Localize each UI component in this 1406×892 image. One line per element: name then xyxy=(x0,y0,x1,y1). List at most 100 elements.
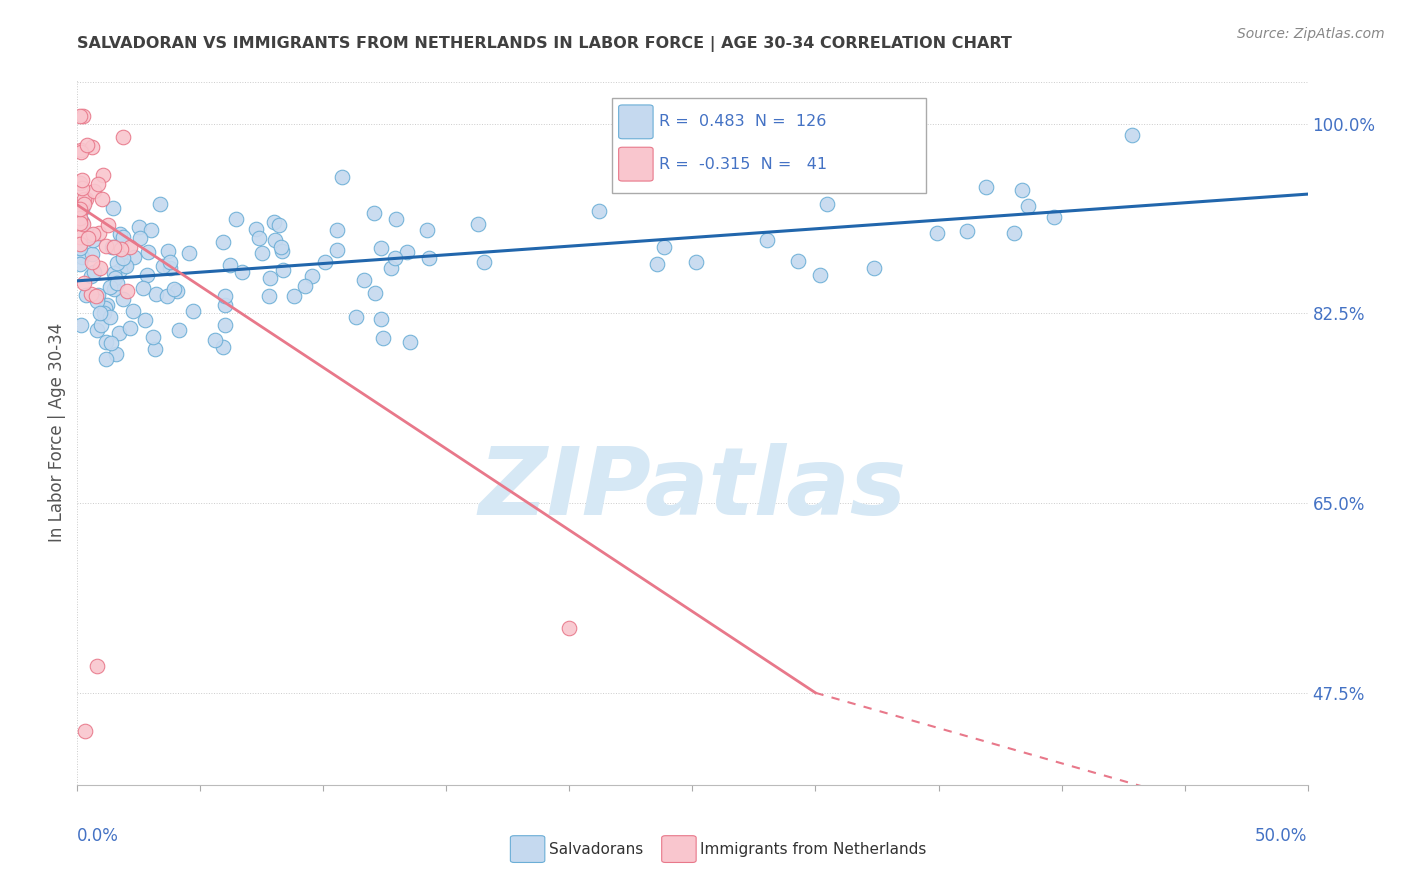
Point xyxy=(472,254,495,268)
Point xyxy=(588,203,610,218)
Point xyxy=(105,346,128,360)
Point xyxy=(214,298,236,312)
Point xyxy=(70,143,93,157)
Point xyxy=(82,139,104,153)
Point xyxy=(132,281,155,295)
Point xyxy=(91,169,114,183)
Point xyxy=(128,219,150,234)
Point xyxy=(370,311,392,326)
Point xyxy=(863,260,886,275)
Point xyxy=(145,287,167,301)
Point xyxy=(89,260,111,275)
Point xyxy=(250,246,273,260)
Point xyxy=(1002,226,1025,240)
Point xyxy=(183,304,205,318)
Point xyxy=(136,268,159,282)
Point xyxy=(1017,199,1039,213)
Point xyxy=(204,334,226,348)
Point xyxy=(70,145,93,159)
Point xyxy=(380,260,402,275)
Point xyxy=(786,253,808,268)
Point xyxy=(115,259,138,273)
Point xyxy=(263,215,285,229)
Point xyxy=(108,263,131,277)
Point xyxy=(76,231,98,245)
Point xyxy=(108,227,131,242)
Point xyxy=(94,335,117,350)
Point xyxy=(86,658,108,673)
Point xyxy=(69,230,91,244)
Point xyxy=(211,340,233,354)
Point xyxy=(97,219,120,233)
Point xyxy=(152,259,174,273)
Point xyxy=(139,223,162,237)
Point xyxy=(301,269,323,284)
Point xyxy=(395,244,418,259)
Point xyxy=(364,286,387,301)
Point xyxy=(69,176,91,190)
Point xyxy=(103,240,125,254)
Point xyxy=(128,231,150,245)
Point xyxy=(225,212,247,227)
Point xyxy=(100,335,122,350)
Point xyxy=(94,301,117,315)
Point xyxy=(363,206,385,220)
Point xyxy=(72,218,94,232)
Point xyxy=(80,255,103,269)
Point xyxy=(974,180,997,194)
Point xyxy=(1121,128,1143,142)
Point xyxy=(104,270,127,285)
Point xyxy=(75,192,97,206)
FancyBboxPatch shape xyxy=(613,98,927,193)
Point xyxy=(103,283,125,297)
Point xyxy=(214,318,236,332)
Point xyxy=(69,236,91,251)
Point xyxy=(94,239,117,253)
Point xyxy=(384,211,406,226)
Point xyxy=(101,201,124,215)
Point xyxy=(98,310,121,324)
Point xyxy=(263,233,285,247)
Point xyxy=(89,318,111,333)
Point xyxy=(69,203,91,218)
Point xyxy=(96,298,118,312)
Point xyxy=(70,250,93,264)
Point xyxy=(94,352,117,367)
Point xyxy=(72,196,94,211)
Point xyxy=(73,197,96,211)
Point xyxy=(115,284,138,298)
Point xyxy=(72,276,94,290)
Point xyxy=(159,260,181,275)
Point xyxy=(70,215,93,229)
FancyBboxPatch shape xyxy=(510,836,546,863)
Point xyxy=(294,279,316,293)
Text: Immigrants from Netherlands: Immigrants from Netherlands xyxy=(700,841,927,856)
Point xyxy=(955,223,977,237)
Y-axis label: In Labor Force | Age 30-34: In Labor Force | Age 30-34 xyxy=(48,323,66,542)
Point xyxy=(371,331,394,345)
Point xyxy=(925,227,948,241)
Point xyxy=(219,258,242,272)
Point xyxy=(69,242,91,256)
Point xyxy=(808,268,831,283)
Point xyxy=(136,244,159,259)
Point xyxy=(112,251,135,265)
Point xyxy=(273,263,295,277)
Point xyxy=(134,313,156,327)
Point xyxy=(245,222,267,236)
Point xyxy=(157,244,180,259)
Point xyxy=(76,138,98,153)
Point xyxy=(105,277,128,291)
Point xyxy=(121,303,143,318)
Point xyxy=(817,196,839,211)
Point xyxy=(86,177,108,191)
Point xyxy=(114,258,136,272)
Point xyxy=(231,265,253,279)
Point xyxy=(73,723,96,738)
Point xyxy=(332,170,354,185)
Point xyxy=(326,223,349,237)
Point xyxy=(110,243,132,257)
Point xyxy=(1011,183,1033,197)
FancyBboxPatch shape xyxy=(619,105,654,139)
Point xyxy=(149,197,172,211)
